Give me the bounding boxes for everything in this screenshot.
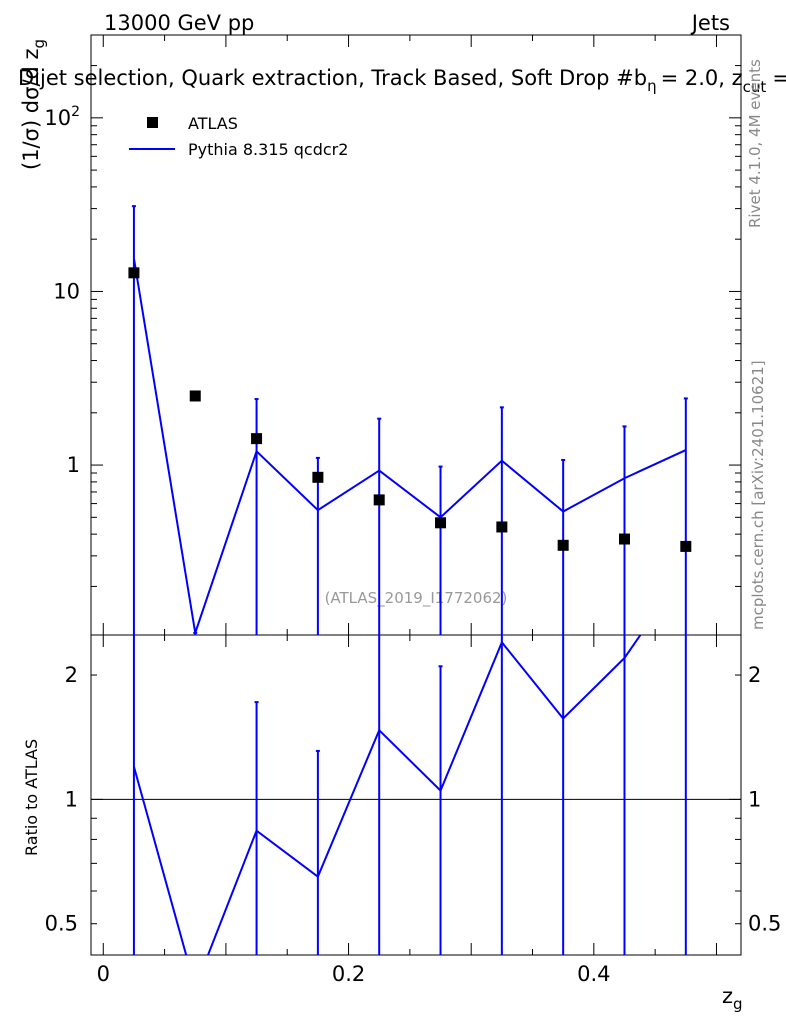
plot-title-eta: η: [647, 77, 657, 95]
plot-title: Dijet selection, Quark extraction, Track…: [18, 66, 786, 96]
ratio-y-tick-label-right: 0.5: [748, 912, 781, 936]
legend-pythia-label: Pythia 8.315 qcdcr2: [188, 140, 348, 159]
atlas-data-point: [128, 267, 140, 279]
ratio-plot-area: [91, 635, 741, 955]
plot-title-cut: cut: [743, 78, 767, 96]
atlas-data-point: [557, 539, 569, 551]
ratio-y-tick-label: 0.5: [45, 912, 78, 936]
atlas-data-point: [312, 471, 324, 483]
main-y-axis-label: (1/σ) dσ/d zg: [19, 39, 48, 170]
ratio-y-tick-label-right: 2: [748, 663, 761, 687]
y-tick-label: 1: [67, 453, 80, 477]
atlas-data-point: [618, 533, 630, 545]
ratio-y-tick-label: 2: [65, 663, 78, 687]
mc-series-line: [132, 258, 687, 634]
main-y-axis-label-sub: g: [30, 39, 48, 49]
ratio-y-tick-label-right: 1: [748, 787, 761, 811]
legend-atlas-label: ATLAS: [188, 114, 238, 133]
y-tick-label: 10: [53, 279, 80, 303]
plot-title-main: Dijet selection, Quark extraction, Track…: [18, 66, 647, 90]
plot-title-eq: =: [772, 66, 786, 90]
y-tick-label-base: 10: [44, 106, 71, 130]
atlas-data-point: [435, 517, 447, 529]
main-y-axis-label-main: (1/σ) dσ/d z: [19, 48, 43, 170]
category-label: Jets: [690, 11, 730, 35]
atlas-data-point: [251, 433, 263, 445]
x-tick-label: 0: [97, 962, 110, 986]
main-plot-area: [128, 205, 692, 635]
rivet-version-label: Rivet 4.1.0, 4M events: [746, 59, 764, 228]
mcplots-source-label: mcplots.cern.ch [arXiv:2401.10621]: [749, 360, 767, 630]
y-tick-label-exp: 2: [71, 104, 80, 120]
x-tick-label: 0.2: [332, 962, 365, 986]
ratio-panel-frame: [90, 634, 742, 956]
ratio-y-axis-label: Ratio to ATLAS: [22, 739, 41, 856]
ratio-y-tick-label: 1: [65, 787, 78, 811]
analysis-id-label: (ATLAS_2019_I1772062): [325, 589, 508, 608]
ratio-series-line: [132, 635, 642, 955]
energy-label: 13000 GeV pp: [104, 11, 254, 35]
legend: ATLAS Pythia 8.315 qcdcr2: [129, 114, 348, 159]
x-tick-label: 0.4: [577, 962, 610, 986]
plot-title-tail: = 2.0, z: [661, 66, 743, 90]
y-tick-label: 102: [44, 104, 80, 130]
x-axis-label: zg: [722, 984, 743, 1013]
atlas-data-point: [373, 494, 385, 506]
atlas-data-point: [680, 540, 692, 552]
ratio-axis-ticks: 0 0.2 0.4 0.5 0.5 1 1 2 2: [45, 635, 781, 986]
atlas-data-point: [496, 521, 508, 533]
atlas-data-point: [189, 390, 201, 402]
legend-atlas-marker: [147, 117, 158, 128]
